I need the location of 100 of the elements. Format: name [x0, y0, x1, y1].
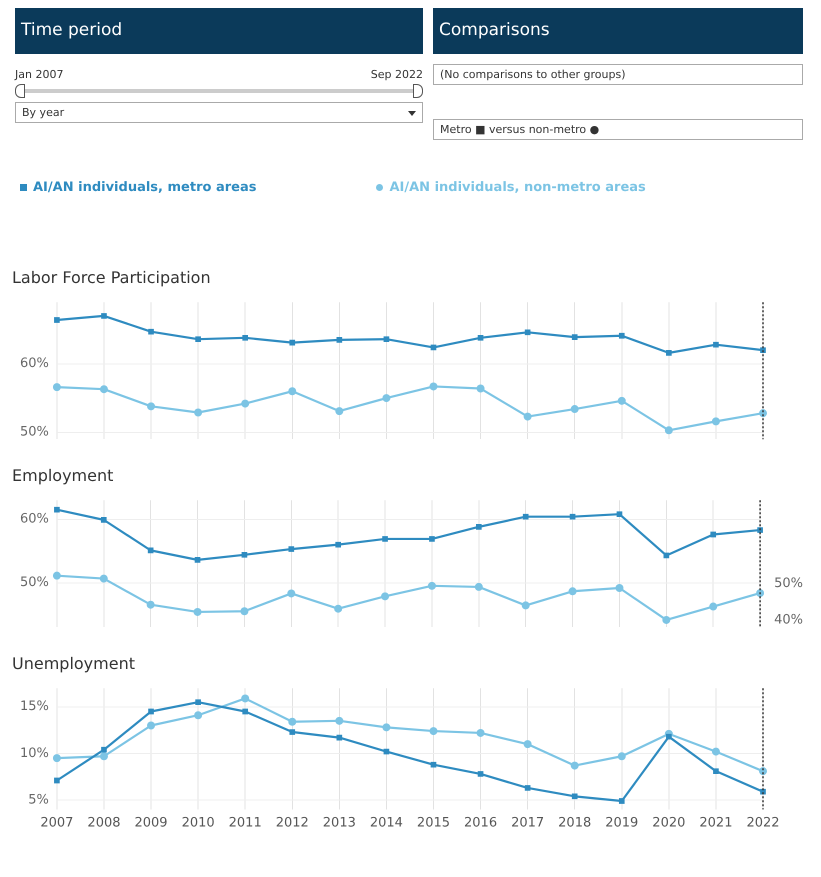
point	[429, 382, 438, 390]
point	[289, 340, 296, 346]
point	[100, 752, 108, 760]
x-tick-label: 2009	[134, 816, 168, 831]
point	[240, 607, 248, 616]
legend-label: AI/AN individuals, metro areas	[32, 180, 256, 195]
x-tick-label: 2007	[40, 816, 74, 831]
y-tick-label: 60%	[20, 356, 49, 372]
text: Time period	[15, 8, 423, 54]
point	[194, 608, 202, 616]
text: Comparisons	[433, 8, 803, 54]
point	[241, 400, 250, 408]
point	[54, 317, 60, 323]
x-tick-label: 2020	[652, 816, 686, 831]
x-tick-label: 2017	[511, 816, 544, 831]
point	[572, 794, 578, 800]
point	[618, 332, 625, 339]
point	[147, 402, 156, 410]
point	[618, 798, 625, 804]
point	[335, 542, 342, 548]
point	[709, 602, 718, 611]
point	[382, 394, 390, 402]
point	[616, 511, 622, 517]
point	[335, 407, 344, 416]
point	[242, 552, 248, 558]
chart-title: Unemployment	[12, 654, 135, 673]
text: Metro ■ versus non-metro ●	[440, 123, 600, 136]
point	[666, 734, 672, 740]
point	[382, 723, 390, 732]
point	[147, 721, 156, 730]
x-tick-label: 2010	[182, 816, 215, 831]
point	[148, 548, 154, 554]
point	[382, 536, 388, 542]
chart-title: Labor Force Participation	[12, 268, 211, 287]
text: By year	[22, 106, 64, 119]
point	[289, 729, 296, 735]
point	[100, 574, 108, 583]
x-tick-label: 2011	[228, 816, 262, 831]
point	[570, 405, 579, 414]
x-tick-label: 2012	[276, 816, 309, 831]
point	[430, 762, 436, 768]
point	[664, 552, 670, 558]
x-tick-label: 2016	[464, 816, 498, 831]
point	[194, 557, 200, 563]
y-tick-label: 5%	[28, 792, 49, 808]
point	[288, 718, 296, 726]
point	[662, 616, 670, 624]
point	[241, 694, 250, 702]
point	[194, 711, 202, 720]
point	[384, 748, 390, 754]
y-tick-label: 60%	[20, 512, 49, 527]
point	[52, 383, 61, 392]
text: (No comparisons to other groups)	[440, 68, 626, 81]
point	[476, 384, 485, 393]
y2-tick-label: 40%	[774, 612, 804, 628]
point	[522, 514, 529, 520]
point	[476, 728, 485, 737]
point	[52, 754, 61, 762]
point	[478, 771, 484, 777]
point	[618, 752, 626, 760]
point	[615, 584, 624, 592]
point	[568, 587, 577, 596]
point	[242, 708, 248, 714]
x-tick-label: 2022	[746, 816, 780, 831]
point	[54, 778, 60, 784]
point	[288, 387, 296, 396]
x-tick-label: 2013	[322, 816, 356, 831]
point	[148, 328, 154, 334]
point	[335, 716, 344, 725]
point	[195, 699, 201, 706]
point	[100, 385, 108, 394]
point	[52, 572, 61, 580]
point	[336, 337, 342, 343]
point	[336, 734, 342, 740]
point	[712, 748, 720, 756]
point	[713, 342, 719, 348]
point	[381, 592, 390, 600]
point	[384, 336, 390, 342]
point	[474, 582, 483, 591]
point	[195, 336, 201, 342]
point	[54, 506, 60, 513]
y-tick-label: 15%	[20, 699, 49, 714]
point	[430, 344, 436, 350]
point	[428, 582, 436, 590]
point	[524, 330, 530, 336]
y-tick-label: 50%	[20, 575, 49, 590]
legend-label: AI/AN individuals, non-metro areas	[388, 180, 646, 195]
point	[288, 546, 294, 552]
point	[194, 408, 202, 416]
text: Sep 2022	[370, 68, 423, 81]
point	[101, 746, 107, 753]
point	[712, 417, 720, 426]
point	[666, 350, 672, 356]
point	[146, 600, 155, 609]
point	[618, 396, 626, 405]
text: Jan 2007	[15, 68, 64, 81]
x-tick-label: 2019	[605, 816, 638, 831]
y-tick-label: 10%	[20, 746, 49, 761]
point	[522, 601, 530, 610]
point	[524, 412, 532, 421]
